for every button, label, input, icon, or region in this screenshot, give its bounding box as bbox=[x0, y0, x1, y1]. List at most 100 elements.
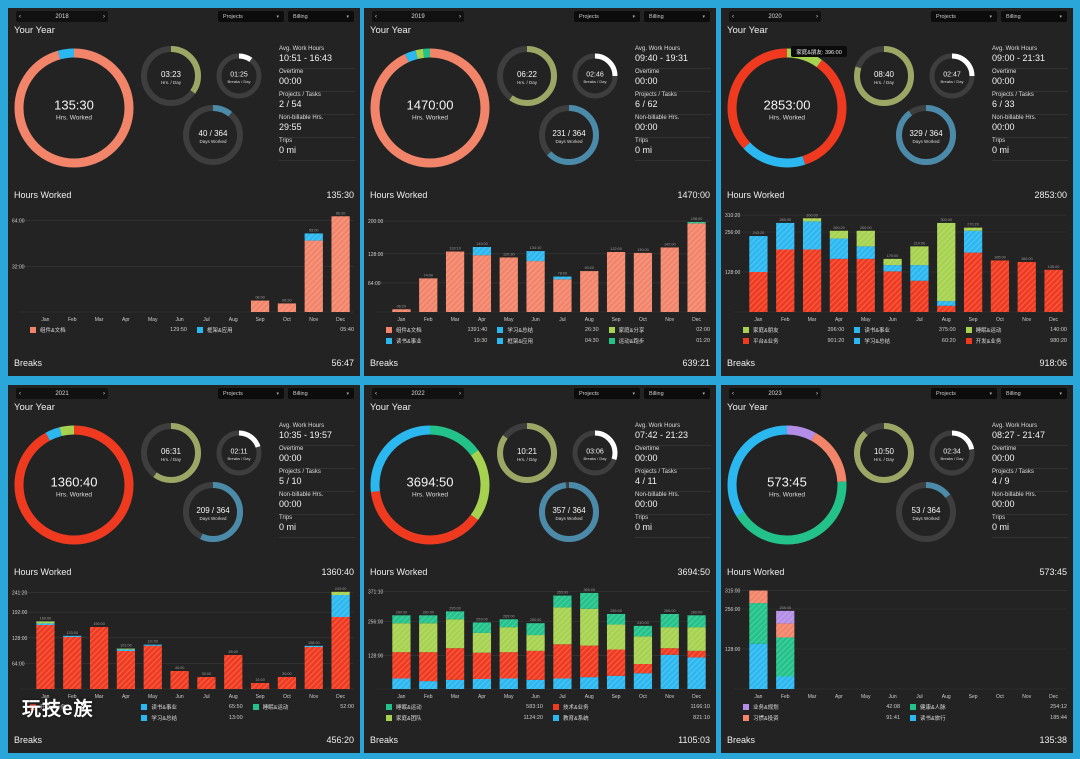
projects-dropdown[interactable]: Projects ▾ bbox=[574, 388, 640, 399]
bar-hatch bbox=[829, 230, 849, 239]
year-selector[interactable]: ‹ 2018 › bbox=[16, 11, 108, 22]
total-hours-ring-label: Hrs. Worked bbox=[412, 115, 448, 122]
billing-dropdown[interactable]: Billing ▾ bbox=[644, 11, 710, 22]
prev-year-button[interactable]: ‹ bbox=[19, 390, 21, 397]
stat-value: 00:00 bbox=[279, 499, 302, 509]
bar-hatch bbox=[224, 655, 243, 689]
bar-hatch bbox=[606, 675, 626, 689]
stat-row: Overtime 00:00 bbox=[279, 446, 355, 469]
bar-hatch bbox=[829, 238, 849, 259]
prev-year-button[interactable]: ‹ bbox=[375, 13, 377, 20]
stat-value: 00:00 bbox=[635, 499, 658, 509]
year-selector[interactable]: ‹ 2021 › bbox=[16, 388, 108, 399]
bar-data-label: 260:00 bbox=[860, 226, 872, 230]
bar-hatch bbox=[1044, 269, 1063, 312]
stat-row: Projects / Tasks 4 / 9 bbox=[992, 469, 1068, 492]
prev-year-button[interactable]: ‹ bbox=[375, 390, 377, 397]
projects-dropdown[interactable]: Projects ▾ bbox=[931, 11, 997, 22]
legend-name: 家庭&朋友 bbox=[753, 328, 779, 334]
hours-worked-total: 2853:00 bbox=[1034, 190, 1067, 200]
x-tick-label: Sep bbox=[969, 317, 978, 323]
stat-value: 00:00 bbox=[635, 453, 658, 463]
projects-dropdown[interactable]: Projects ▾ bbox=[931, 388, 997, 399]
legend-name: 健康&人脉 bbox=[920, 705, 946, 711]
breaks-per-day-ring-value: 03:06 bbox=[586, 449, 604, 456]
legend-value: 396:00 bbox=[827, 327, 845, 333]
year-selector[interactable]: ‹ 2022 › bbox=[372, 388, 464, 399]
stat-row: Avg. Work Hours 09:00 - 21:31 bbox=[992, 46, 1068, 69]
x-tick-label: Nov bbox=[665, 694, 674, 700]
days-worked-ring-value: 329 / 364 bbox=[909, 129, 943, 138]
stat-value: 10:51 - 16:43 bbox=[279, 53, 333, 63]
year-selector[interactable]: ‹ 2023 › bbox=[729, 388, 821, 399]
prev-year-button[interactable]: ‹ bbox=[732, 390, 734, 397]
billing-dropdown[interactable]: Billing ▾ bbox=[644, 388, 710, 399]
next-year-button[interactable]: › bbox=[459, 390, 461, 397]
next-year-button[interactable]: › bbox=[103, 390, 105, 397]
bar-hatch bbox=[553, 678, 572, 689]
year-selector[interactable]: ‹ 2020 › bbox=[729, 11, 821, 22]
chart-legend: 业务&规划 42:08 健康&人脉 254:12 习惯&投资 91:41 读书&旅行 185:… bbox=[743, 703, 1067, 722]
billing-dropdown[interactable]: Billing ▾ bbox=[288, 11, 354, 22]
stat-label: Overtime bbox=[635, 446, 660, 452]
breaks-per-day-ring-label: Breaks / Day bbox=[584, 79, 607, 84]
stat-label: Trips bbox=[992, 515, 1006, 521]
legend-item: 读书&事业 19:30 bbox=[386, 337, 487, 345]
bar-hatch bbox=[392, 615, 411, 624]
legend-name: 教育&系统 bbox=[563, 716, 589, 722]
x-tick-label: Feb bbox=[781, 694, 790, 700]
legend-value: 04:30 bbox=[584, 338, 599, 344]
stat-label: Non-billable Hrs. bbox=[635, 492, 680, 498]
legend-swatch bbox=[386, 327, 392, 333]
bar-hatch bbox=[472, 652, 492, 679]
projects-dropdown[interactable]: Projects ▾ bbox=[218, 11, 284, 22]
stat-row: Avg. Work Hours 08:27 - 21:47 bbox=[992, 423, 1068, 446]
bar-hatch bbox=[963, 230, 983, 253]
legend-name: 组件&文档 bbox=[40, 328, 66, 334]
next-year-button[interactable]: › bbox=[459, 13, 461, 20]
prev-year-button[interactable]: ‹ bbox=[19, 13, 21, 20]
bar-hatch bbox=[63, 635, 82, 637]
x-tick-label: Oct bbox=[283, 317, 291, 323]
billing-dropdown[interactable]: Billing ▾ bbox=[1001, 388, 1067, 399]
legend-item: 业务&规划 42:08 bbox=[743, 703, 900, 711]
bar-hatch bbox=[802, 221, 822, 250]
legend-name: 学习&总结 bbox=[151, 716, 177, 722]
projects-dropdown[interactable]: Projects ▾ bbox=[218, 388, 284, 399]
days-worked-ring-value: 53 / 364 bbox=[912, 506, 941, 515]
legend-item bbox=[253, 714, 354, 722]
legend-item: 框架&应用 04:30 bbox=[497, 337, 599, 345]
x-tick-label: Jan bbox=[397, 317, 405, 323]
stat-value: 09:40 - 19:31 bbox=[635, 53, 689, 63]
legend-item: 学习&总结 13:00 bbox=[141, 714, 243, 722]
y-tick-label: 310:20 bbox=[725, 213, 741, 219]
bar-hatch bbox=[776, 676, 795, 689]
hours-per-day-ring-label: Hrs. / Day bbox=[161, 80, 182, 85]
legend-swatch bbox=[553, 715, 559, 721]
legend-name: 读书&事业 bbox=[151, 705, 177, 711]
year-selector[interactable]: ‹ 2019 › bbox=[372, 11, 464, 22]
next-year-button[interactable]: › bbox=[816, 13, 818, 20]
days-worked-ring-label: Days Worked bbox=[200, 139, 227, 144]
bar-hatch bbox=[197, 677, 216, 689]
prev-year-button[interactable]: ‹ bbox=[732, 13, 734, 20]
legend-name: 睡眠&运动 bbox=[262, 705, 289, 711]
billing-dropdown[interactable]: Billing ▾ bbox=[1001, 11, 1067, 22]
breaks-total: 918:06 bbox=[1039, 358, 1067, 368]
bar-hatch bbox=[687, 615, 706, 628]
legend-item: 家庭&朋友 396:00 bbox=[743, 326, 844, 334]
chevron-down-icon: ▾ bbox=[346, 13, 349, 20]
billing-dropdown[interactable]: Billing ▾ bbox=[288, 388, 354, 399]
next-year-button[interactable]: › bbox=[103, 13, 105, 20]
x-tick-label: Aug bbox=[229, 694, 238, 700]
next-year-button[interactable]: › bbox=[816, 390, 818, 397]
days-worked-ring-label: Days Worked bbox=[913, 139, 940, 144]
projects-dropdown[interactable]: Projects ▾ bbox=[574, 11, 640, 22]
legend-name: 组件&文档 bbox=[396, 328, 422, 334]
x-tick-label: Sep bbox=[612, 317, 621, 323]
total-hours-ring-segment-3 bbox=[370, 48, 490, 168]
